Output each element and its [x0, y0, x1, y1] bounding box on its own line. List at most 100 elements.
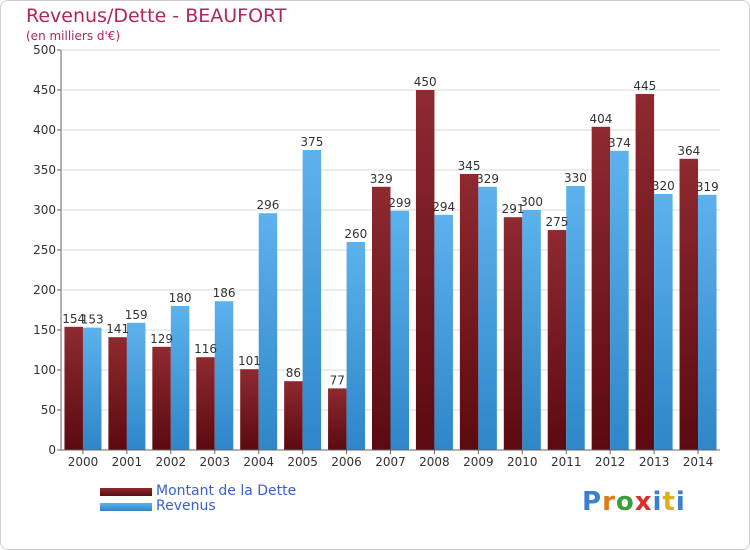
data-label-revenus: 159 [125, 308, 148, 322]
bar-revenus [522, 210, 541, 450]
x-tick-label: 2000 [68, 455, 99, 469]
data-label-revenus: 260 [344, 227, 367, 241]
legend-label-debt: Montant de la Dette [156, 483, 297, 499]
y-tick-label: 200 [33, 283, 56, 297]
data-label-revenus: 319 [696, 180, 719, 194]
bar-debt [108, 337, 127, 450]
data-label-debt: 129 [150, 332, 173, 346]
y-tick-label: 250 [33, 243, 56, 257]
bar-revenus [434, 214, 453, 450]
data-label-revenus: 294 [432, 200, 455, 214]
bar-debt [547, 230, 567, 450]
y-tick-label: 400 [33, 123, 56, 137]
logo-letter: r [602, 487, 616, 517]
bar-debt [328, 388, 347, 450]
bar-revenus [610, 150, 629, 451]
y-tick-label: 300 [33, 203, 56, 217]
data-label-debt: 329 [370, 172, 393, 186]
x-tick-label: 2012 [595, 455, 626, 469]
x-tick-label: 2011 [551, 455, 582, 469]
logo-letter: x [634, 487, 653, 517]
bar-debt [240, 369, 259, 450]
x-tick-label: 2009 [463, 455, 494, 469]
bar-debt [679, 158, 699, 451]
data-label-debt: 445 [633, 79, 656, 93]
bar-debt [591, 126, 611, 451]
data-label-debt: 364 [677, 144, 700, 158]
x-tick-label: 2002 [156, 455, 187, 469]
bar-revenus [302, 150, 322, 450]
y-tick-label: 500 [33, 43, 56, 57]
data-label-debt: 86 [286, 366, 301, 380]
bar-debt [459, 174, 479, 450]
data-label-debt: 275 [546, 215, 569, 229]
data-label-revenus: 153 [81, 313, 104, 327]
data-label-debt: 77 [330, 373, 345, 387]
data-label-revenus: 320 [652, 179, 675, 193]
data-label-revenus: 375 [300, 135, 323, 149]
x-tick-label: 2005 [287, 455, 318, 469]
bar-revenus [82, 327, 102, 450]
bar-revenus [346, 242, 366, 450]
bar-debt [64, 326, 83, 450]
data-label-debt: 141 [106, 322, 129, 336]
x-tick-label: 2008 [419, 455, 450, 469]
legend-label-revenus: Revenus [156, 498, 216, 514]
data-label-revenus: 374 [608, 136, 631, 150]
bar-revenus [170, 306, 190, 450]
x-tick-label: 2007 [375, 455, 406, 469]
y-tick-label: 100 [33, 363, 56, 377]
logo-letter: t [662, 487, 676, 517]
logo-letter: o [615, 487, 635, 517]
bar-revenus [566, 186, 585, 450]
y-tick-label: 450 [33, 83, 56, 97]
data-label-revenus: 300 [520, 195, 543, 209]
chart-title: Revenus/Dette - BEAUFORT [26, 5, 287, 27]
x-tick-label: 2006 [331, 455, 362, 469]
data-label-debt: 101 [238, 354, 261, 368]
legend-swatch-revenus [100, 503, 152, 511]
proxiti-logo: Proxiti [582, 487, 686, 517]
bar-debt [284, 381, 303, 450]
data-label-revenus: 180 [169, 291, 192, 305]
bar-revenus [390, 210, 409, 450]
data-label-debt: 116 [194, 342, 217, 356]
y-tick-label: 0 [48, 443, 56, 457]
y-tick-label: 350 [33, 163, 56, 177]
data-label-revenus: 329 [476, 172, 499, 186]
bar-revenus [478, 186, 497, 451]
bar-debt [503, 217, 523, 450]
y-tick-label: 150 [33, 323, 56, 337]
logo-letter: i [652, 487, 663, 517]
x-tick-label: 2013 [639, 455, 670, 469]
bar-revenus [214, 301, 234, 450]
data-label-revenus: 296 [256, 198, 279, 212]
data-label-revenus: 299 [388, 196, 411, 210]
data-label-debt: 450 [414, 75, 437, 89]
x-tick-label: 2014 [683, 455, 714, 469]
y-tick-label: 50 [41, 403, 56, 417]
data-label-revenus: 186 [213, 286, 236, 300]
bar-revenus [654, 194, 673, 450]
data-label-debt: 345 [458, 159, 481, 173]
bar-revenus [698, 194, 717, 450]
legend-swatch-debt [100, 488, 152, 496]
chart-subtitle: (en milliers d'€) [26, 29, 121, 43]
bar-debt [372, 186, 391, 451]
data-label-revenus: 330 [564, 171, 587, 185]
data-label-debt: 154 [62, 312, 85, 326]
x-tick-label: 2001 [112, 455, 143, 469]
bar-debt [196, 357, 215, 450]
logo-letter: i [675, 487, 686, 517]
logo-letter: P [582, 487, 603, 517]
data-label-debt: 404 [589, 112, 612, 126]
x-tick-label: 2004 [243, 455, 274, 469]
bar-debt [415, 90, 435, 450]
data-label-debt: 291 [502, 202, 525, 216]
bar-debt [152, 346, 171, 450]
bar-revenus [258, 213, 278, 450]
x-tick-label: 2003 [199, 455, 230, 469]
x-tick-label: 2010 [507, 455, 538, 469]
bar-debt [635, 94, 655, 450]
